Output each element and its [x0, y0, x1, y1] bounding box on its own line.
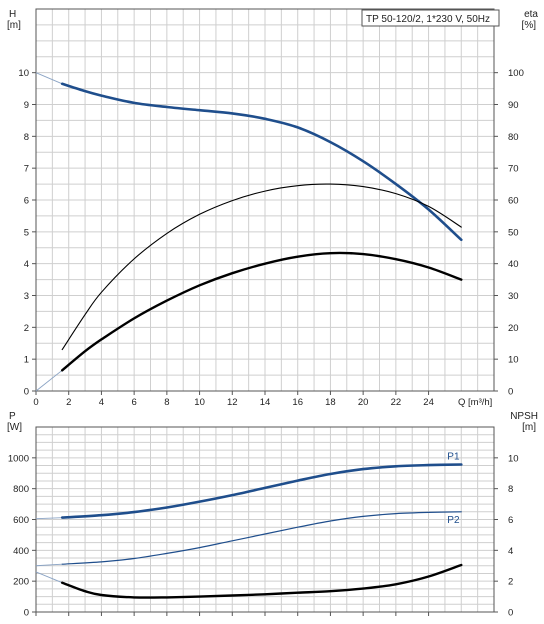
series-extension-NPSH [35, 571, 63, 584]
left-axis-tick-label: 0 [24, 387, 29, 398]
series-extension-eta2 [35, 369, 63, 392]
left-axis-tick-label: 600 [13, 515, 29, 526]
right-axis-tick-label: 2 [508, 577, 513, 588]
left-axis-tick-label: 1 [24, 355, 29, 366]
right-axis-tick-label: 90 [508, 100, 519, 111]
left-axis-tick-label: 8 [24, 132, 29, 143]
x-axis-tick-label: 12 [227, 397, 238, 408]
x-axis-tick-label: 4 [99, 397, 104, 408]
series-extension-head [35, 72, 63, 85]
right-axis-tick-label: 6 [508, 515, 513, 526]
x-axis-tick-label: 20 [358, 397, 369, 408]
right-axis-tick-label: 0 [508, 387, 513, 398]
right-axis-tick-label: 4 [508, 546, 513, 557]
right-axis-tick-label: 40 [508, 259, 519, 270]
x-axis-tick-label: 0 [33, 397, 38, 408]
series-label-P1: P1 [447, 451, 460, 462]
left-axis-tick-label: 9 [24, 100, 29, 111]
x-axis-tick-label: 22 [391, 397, 402, 408]
left-axis-tick-label: 400 [13, 546, 29, 557]
right-axis-tick-label: 8 [508, 484, 513, 495]
left-axis-tick-label: 0 [24, 608, 29, 619]
x-axis-tick-label: 16 [292, 397, 303, 408]
series-line-head [60, 82, 463, 242]
title-box: TP 50-120/2, 1*230 V, 50Hz [361, 9, 500, 27]
left-axis-label: P [9, 411, 16, 422]
right-axis-tick-label: 70 [508, 164, 519, 175]
title-box-text: TP 50-120/2, 1*230 V, 50Hz [366, 14, 490, 25]
x-axis-tick-label: 2 [66, 397, 71, 408]
right-axis-label: eta [524, 9, 538, 20]
left-axis-tick-label: 7 [24, 164, 29, 175]
right-axis-tick-label: 10 [508, 453, 519, 464]
left-axis-tick-label: 2 [24, 323, 29, 334]
series-line-eta [61, 183, 462, 351]
right-axis-tick-label: 0 [508, 608, 513, 619]
left-axis-tick-label: 800 [13, 484, 29, 495]
x-axis-tick-label: 8 [164, 397, 169, 408]
right-axis-tick-label: 20 [508, 323, 519, 334]
x-axis-tick-label: 18 [325, 397, 336, 408]
right-axis-label: NPSH [510, 411, 538, 422]
right-axis-tick-label: 50 [508, 227, 519, 238]
x-axis-tick-label: 14 [260, 397, 271, 408]
right-axis-unit: [%] [522, 20, 537, 31]
series-line-P1 [60, 463, 463, 519]
power-npsh-chart: 0 200 400 600 800 1000 0 2 4 6 8 10 P[W] NPSH[m] P1 P2 [7, 411, 538, 619]
series-line-P2 [61, 511, 462, 565]
series-extension-P2 [35, 563, 63, 567]
right-axis-tick-label: 10 [508, 355, 519, 366]
left-axis-label: H [9, 9, 16, 20]
left-axis-tick-label: 6 [24, 196, 29, 207]
series-extension-P1 [35, 517, 63, 520]
left-axis-tick-label: 10 [18, 68, 29, 79]
x-axis-label: Q [m³/h] [458, 397, 492, 408]
series-line-NPSH [61, 563, 463, 599]
left-axis-tick-label: 4 [24, 259, 29, 270]
x-axis-tick-label: 6 [131, 397, 136, 408]
left-axis-tick-label: 5 [24, 227, 29, 238]
right-axis-tick-label: 100 [508, 68, 524, 79]
series-label-P2: P2 [447, 515, 460, 526]
right-axis-unit: [m] [522, 422, 536, 433]
right-axis-tick-label: 30 [508, 291, 519, 302]
left-axis-tick-label: 1000 [8, 453, 29, 464]
right-axis-tick-label: 60 [508, 196, 519, 207]
right-axis-tick-label: 80 [508, 132, 519, 143]
series-line-eta2 [61, 251, 463, 372]
left-axis-tick-label: 3 [24, 291, 29, 302]
x-axis-tick-label: 24 [423, 397, 434, 408]
x-axis-tick-label: 10 [194, 397, 205, 408]
left-axis-unit: [W] [7, 422, 22, 433]
left-axis-tick-label: 200 [13, 577, 29, 588]
left-axis-unit: [m] [7, 20, 21, 31]
